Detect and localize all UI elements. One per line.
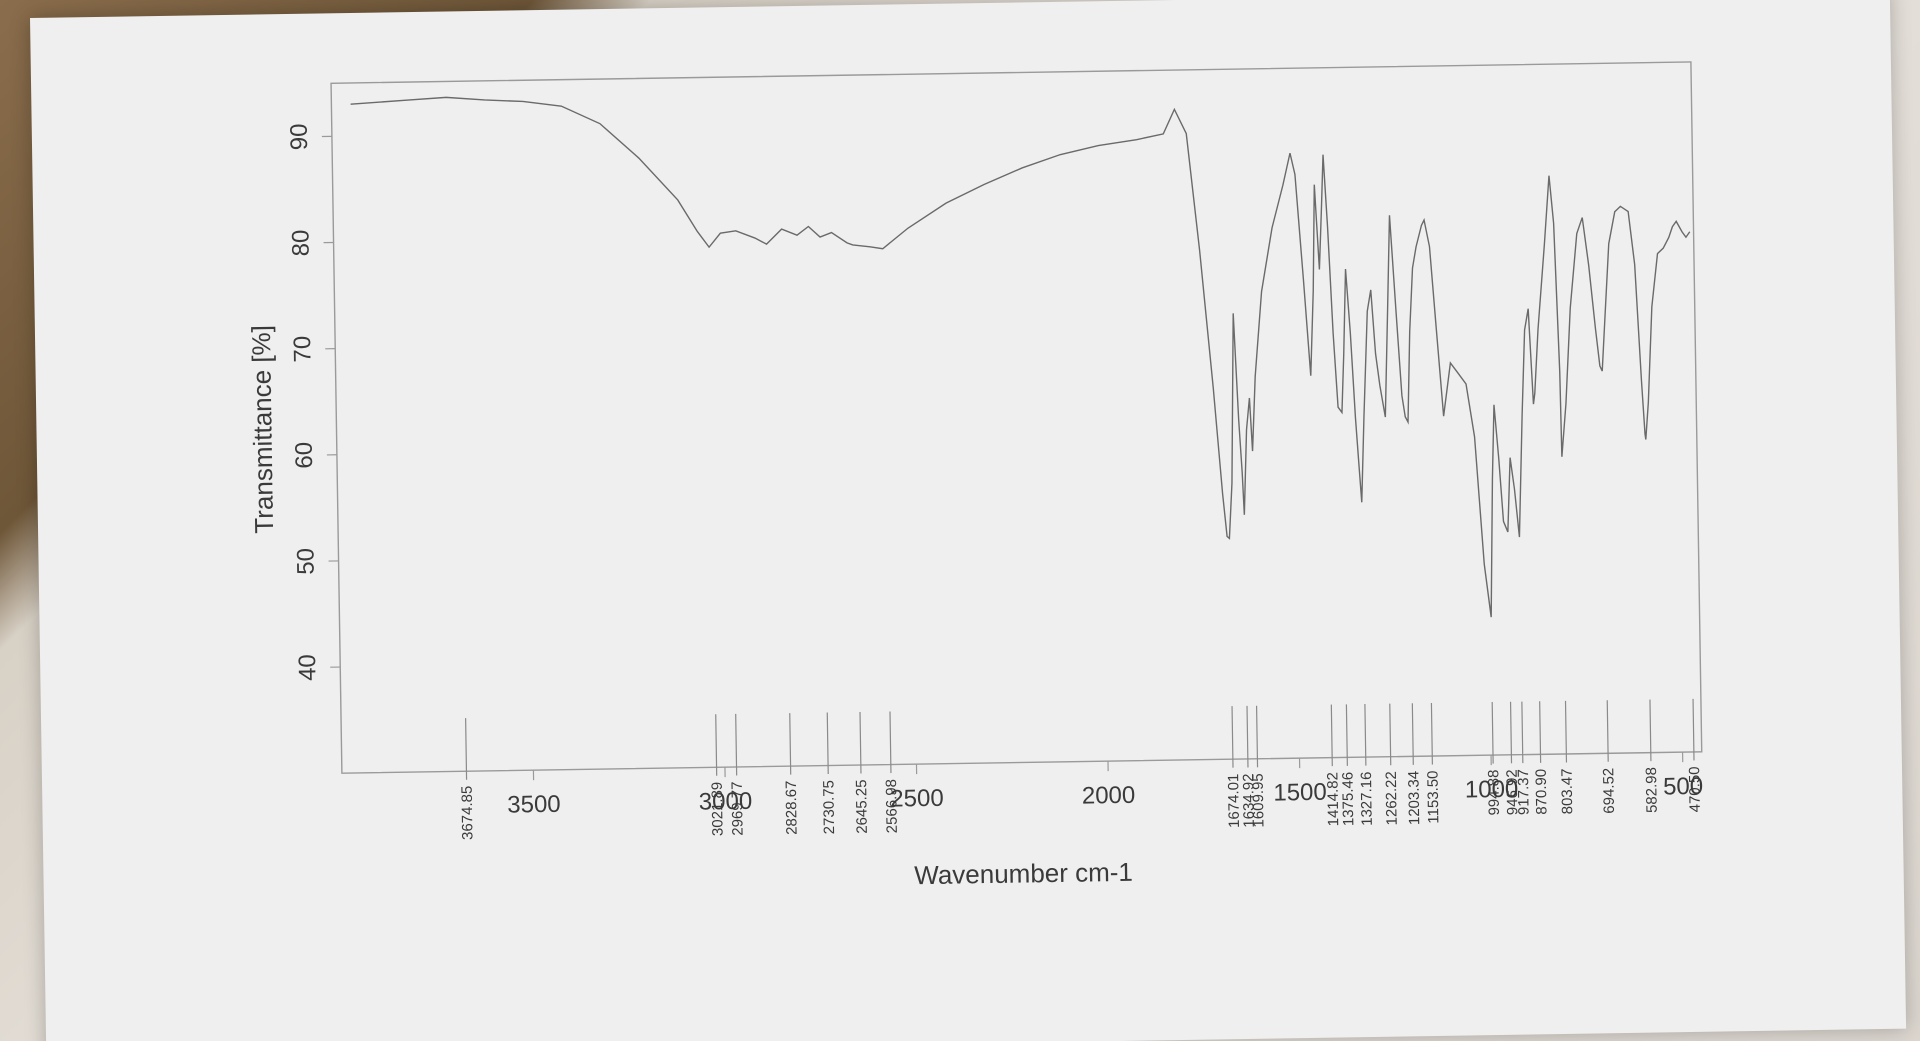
y-tick-label: 60 [291,442,318,469]
peak-label: 946.92 [1504,769,1522,815]
peak-marker [1345,704,1348,766]
peak-label: 1609.95 [1250,773,1268,827]
peak-label: 1375.46 [1339,772,1357,826]
peak-label: 2828.67 [783,780,801,834]
x-tick-label: 3500 [507,791,561,819]
peak-marker [1411,703,1414,765]
peak-label: 1674.01 [1225,774,1243,828]
peak-marker [1521,701,1524,764]
peak-marker [1509,701,1513,764]
peak-label: 1203.34 [1405,771,1423,825]
peak-label: 2645.25 [853,779,871,833]
peak-marker [1246,705,1249,768]
peak-label: 1262.22 [1383,771,1401,825]
peak-label: 3674.85 [459,786,477,840]
peak-marker [1330,704,1333,767]
peak-label: 1153.50 [1424,770,1442,823]
peak-marker [1491,702,1494,764]
peak-label: 694.52 [1600,768,1618,814]
x-tick-label: 2500 [890,785,944,813]
x-tick-label: 1500 [1273,779,1327,807]
y-axis-ticks: 40 50 60 70 80 90 [286,123,341,681]
peak-marker [1255,705,1259,768]
peak-label: 994.88 [1485,769,1503,815]
y-tick-label: 40 [294,654,321,681]
peak-label: 1327.16 [1358,771,1376,825]
peak-label: 2730.75 [820,780,838,834]
plot-frame [330,61,1703,774]
peak-marker [826,712,829,775]
peak-marker [1231,706,1234,768]
peak-label: 1414.82 [1324,772,1342,826]
peak-marker [715,714,718,776]
peak-marker [789,713,792,775]
y-tick-label: 80 [287,229,314,256]
x-axis-label: Wavenumber cm-1 [914,857,1133,890]
peak-label: 2969.77 [729,781,747,835]
ir-spectrum-chart: 40 50 60 70 80 90 3500 3000 2500 2000 1500 1000 500… [246,61,1704,890]
x-tick-label: 3000 [699,788,753,816]
y-axis-label: Transmittance [%] [246,325,279,534]
peak-label: 803.47 [1559,768,1577,814]
peak-label: 582.98 [1643,767,1661,813]
peak-marker [889,711,892,774]
peak-marker [1606,700,1609,762]
peak-marker [465,718,468,780]
peak-marker [1649,699,1652,762]
peak-marker [1692,698,1695,761]
x-axis-ticks: 3500 3000 2500 2000 1500 1000 500 [507,752,1703,819]
spectrum-line [350,96,1691,618]
printed-sheet: 40 50 60 70 80 90 3500 3000 2500 2000 1500 1000 500… [30,0,1907,1041]
peak-label: 470.50 [1686,766,1704,812]
y-tick-label: 70 [289,336,316,363]
peak-marker [1430,702,1433,765]
x-tick-label: 1000 [1465,776,1519,804]
peak-marker [859,711,862,774]
peak-markers: 3674.85 3021.89 2969.77 2828.67 2730.75 2645.… [459,698,1704,840]
peak-label: 870.90 [1533,769,1551,815]
y-tick-label: 90 [286,123,313,150]
peak-label: 3021.89 [709,782,727,836]
x-tick-label: 500 [1663,773,1703,801]
peak-marker [735,713,738,776]
x-tick-label: 2000 [1082,782,1136,810]
y-tick-label: 50 [292,548,319,575]
peak-marker [1389,703,1392,766]
peak-label: 1634.92 [1240,773,1258,827]
peak-marker [1539,701,1542,763]
peak-label: 2566.98 [883,779,901,833]
peak-label: 917.37 [1515,769,1533,815]
peak-marker [1364,704,1367,766]
peak-marker [1564,700,1568,763]
